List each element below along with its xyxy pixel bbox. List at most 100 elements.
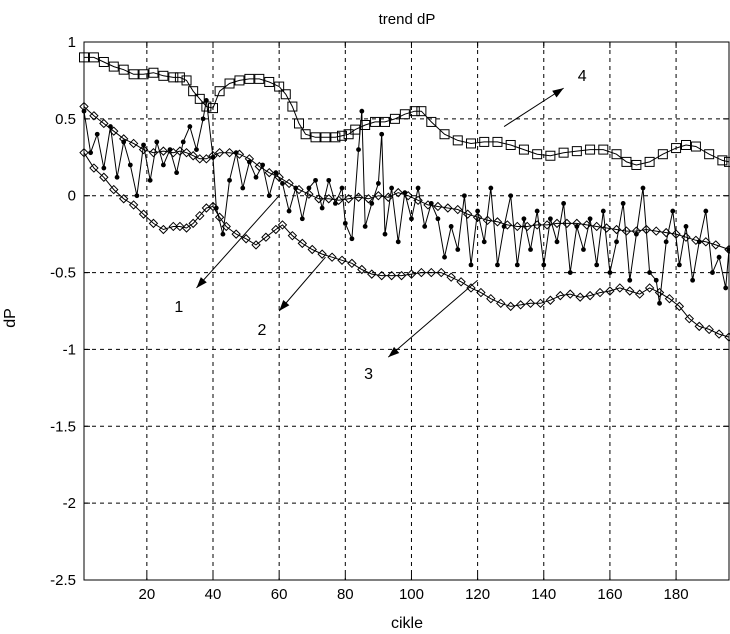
- x-tick-label: 140: [531, 586, 556, 603]
- x-tick-label: 80: [337, 586, 354, 603]
- data-point-square: [399, 109, 410, 120]
- data-point-square: [657, 149, 668, 160]
- data-point-dot: [547, 216, 553, 222]
- annotation-arrowhead: [196, 277, 207, 288]
- data-point-dot: [260, 162, 266, 168]
- data-point-square: [681, 139, 691, 150]
- data-point-square: [274, 81, 285, 92]
- data-point-diamond: [367, 269, 377, 279]
- data-point-dot: [607, 270, 613, 275]
- data-point-square: [389, 113, 400, 124]
- data-point-dot: [541, 262, 547, 268]
- data-point-dot: [683, 224, 689, 229]
- data-point-diamond: [532, 220, 542, 230]
- data-point-diamond: [357, 264, 367, 275]
- data-point-diamond: [615, 283, 625, 293]
- data-point-diamond: [681, 232, 691, 242]
- data-point-diamond: [601, 223, 612, 233]
- series-layer: [79, 52, 730, 342]
- data-point-square: [310, 132, 321, 143]
- data-point-dot: [127, 162, 133, 168]
- data-point-dot: [620, 201, 626, 206]
- data-point-dot: [88, 150, 94, 156]
- data-point-diamond: [396, 270, 407, 281]
- data-point-dot: [200, 116, 206, 122]
- data-point-dot: [194, 147, 199, 153]
- data-point-diamond: [148, 147, 159, 158]
- data-point-diamond: [621, 226, 632, 236]
- data-point-dot: [495, 262, 500, 268]
- data-point-dot: [703, 208, 709, 214]
- data-point-dot: [481, 239, 487, 245]
- data-point-diamond: [542, 220, 552, 230]
- data-point-diamond: [214, 212, 225, 222]
- data-point-square: [611, 149, 622, 160]
- data-point-dot: [567, 270, 573, 275]
- data-point-square: [214, 86, 225, 97]
- y-tick-label: -1.5: [50, 418, 76, 435]
- series-3: [79, 101, 730, 255]
- data-point-square: [128, 69, 139, 80]
- data-point-diamond: [512, 221, 523, 232]
- data-point-diamond: [684, 313, 695, 324]
- y-tick-label: -2.5: [50, 572, 76, 589]
- data-point-square: [409, 106, 420, 117]
- data-point-diamond: [181, 223, 192, 233]
- data-point-diamond: [654, 287, 665, 298]
- data-point-diamond: [522, 221, 532, 232]
- data-point-dot: [273, 170, 279, 176]
- data-point-dot: [461, 193, 467, 199]
- data-point-diamond: [304, 189, 314, 199]
- data-point-diamond: [244, 154, 255, 164]
- data-point-square: [254, 73, 265, 84]
- data-point-diamond: [496, 298, 506, 309]
- data-point-diamond: [138, 209, 149, 219]
- data-point-diamond: [271, 224, 281, 235]
- data-point-diamond: [436, 267, 446, 278]
- data-point-dot: [395, 239, 401, 245]
- data-point-dot: [561, 201, 567, 206]
- x-tick-label: 160: [597, 586, 622, 603]
- data-point-dot: [647, 270, 653, 275]
- data-point-dot: [574, 224, 580, 229]
- data-point-dot: [508, 193, 514, 199]
- data-point-diamond: [664, 293, 675, 304]
- data-point-square: [479, 136, 490, 147]
- data-point-square: [98, 56, 109, 67]
- data-point-diamond: [423, 200, 433, 210]
- data-point-square: [320, 132, 331, 143]
- data-point-diamond: [591, 221, 602, 232]
- data-point-diamond: [214, 147, 225, 158]
- data-point-diamond: [505, 301, 516, 312]
- data-point-square: [631, 159, 642, 170]
- data-point-diamond: [251, 240, 261, 250]
- data-point-diamond: [714, 329, 724, 339]
- x-tick-label: 40: [205, 586, 222, 603]
- data-point-diamond: [651, 226, 661, 236]
- data-point-dot: [319, 205, 325, 211]
- data-point-diamond: [502, 220, 513, 230]
- data-point-diamond: [704, 324, 714, 335]
- data-point-dot: [514, 262, 520, 268]
- data-point-square: [118, 64, 129, 75]
- data-point-diamond: [294, 184, 304, 195]
- data-point-diamond: [711, 240, 721, 250]
- data-point-diamond: [433, 201, 443, 212]
- data-point-diamond: [208, 151, 218, 161]
- data-point-dot: [220, 231, 226, 237]
- data-point-dot: [633, 231, 639, 237]
- y-tick-label: -0.5: [50, 265, 76, 282]
- data-point-diamond: [181, 147, 192, 158]
- data-point-diamond: [118, 134, 129, 144]
- data-point-dot: [521, 216, 527, 222]
- y-tick-label: -1: [63, 341, 76, 358]
- annotation-arrow-line: [387, 279, 478, 358]
- data-point-dot: [266, 193, 272, 199]
- data-point-square: [337, 130, 347, 141]
- data-point-diamond: [413, 195, 423, 206]
- data-point-diamond: [562, 218, 572, 229]
- data-point-diamond: [158, 224, 169, 235]
- data-point-dot: [640, 185, 646, 191]
- data-point-dot: [488, 185, 494, 191]
- y-axis-label: dP: [2, 308, 19, 328]
